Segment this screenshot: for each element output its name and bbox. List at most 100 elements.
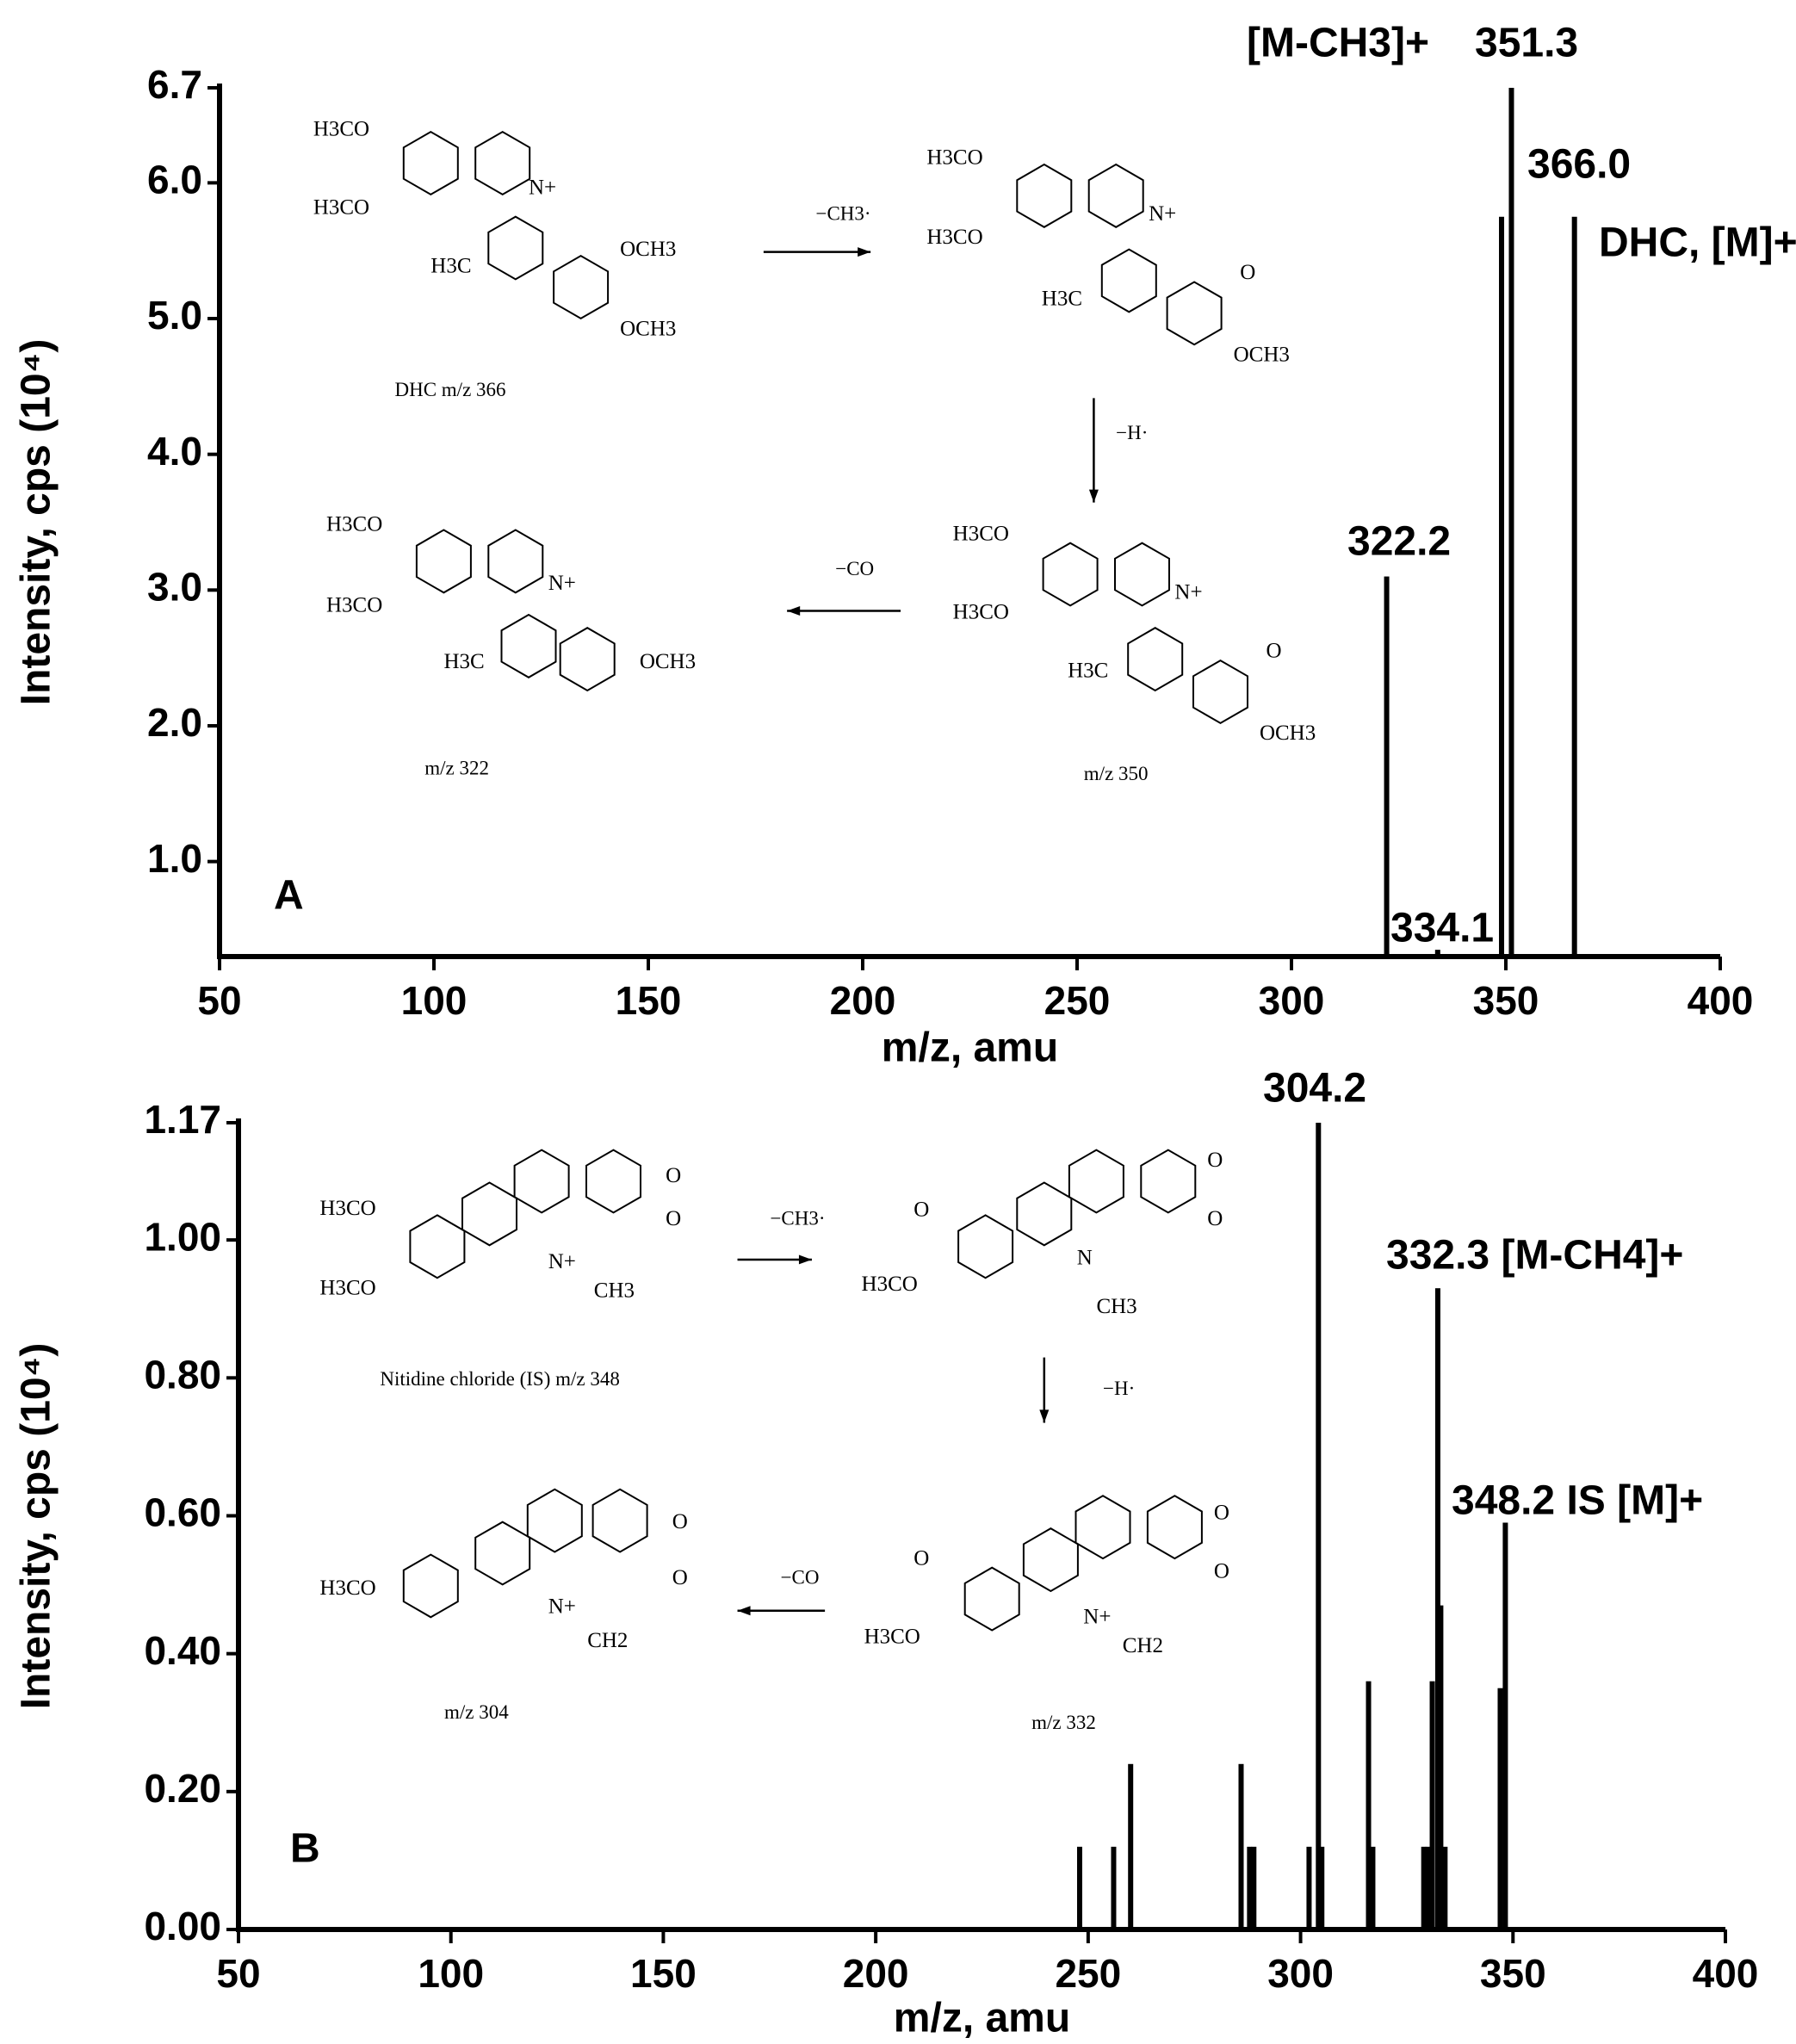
atom-label: H3C bbox=[443, 650, 484, 673]
arrow-head bbox=[1088, 489, 1099, 503]
peak-annotation: 334.1 bbox=[1390, 906, 1494, 951]
atom-label: H3CO bbox=[953, 522, 1009, 545]
ring bbox=[1146, 1495, 1203, 1560]
atom-label: O bbox=[1240, 261, 1255, 284]
ring bbox=[1075, 1495, 1131, 1560]
x-axis-title: m/z, amu bbox=[894, 1996, 1070, 2041]
atom-label: OCH3 bbox=[640, 650, 696, 673]
atom-label: H3CO bbox=[926, 146, 982, 170]
atom-label: N bbox=[1077, 1247, 1093, 1270]
peak bbox=[1319, 1846, 1325, 1929]
panel-label: B bbox=[290, 1826, 320, 1872]
peak bbox=[1508, 88, 1514, 957]
ring bbox=[1166, 281, 1223, 346]
peak bbox=[1497, 1688, 1503, 1929]
atom-label: O bbox=[672, 1510, 688, 1533]
x-tick-label: 50 bbox=[197, 978, 241, 1023]
atom-label: O bbox=[1214, 1560, 1229, 1583]
ring bbox=[591, 1488, 648, 1553]
x-tick-label: 350 bbox=[1473, 978, 1539, 1023]
y-tick-label: 3.0 bbox=[147, 564, 202, 609]
arrow-label: −CH3· bbox=[816, 202, 871, 224]
peak bbox=[1425, 1846, 1431, 1929]
arrow-head bbox=[858, 247, 871, 257]
x-tick-label: 100 bbox=[418, 1951, 484, 1996]
x-tick-label: 50 bbox=[216, 1951, 260, 1996]
peak bbox=[1384, 576, 1390, 957]
atom-label: H3CO bbox=[326, 594, 382, 617]
y-tick-label: 4.0 bbox=[147, 429, 202, 474]
ring bbox=[963, 1566, 1020, 1632]
y-tick-label: 1.0 bbox=[147, 836, 202, 881]
ring bbox=[500, 613, 557, 678]
atom-label: H3CO bbox=[953, 600, 1009, 623]
peak bbox=[1238, 1763, 1244, 1929]
y-tick-label: 2.0 bbox=[147, 700, 202, 745]
x-tick-label: 250 bbox=[1055, 1951, 1121, 1996]
y-axis-title: Intensity, cps (10⁴) bbox=[14, 1343, 59, 1710]
ring bbox=[1192, 659, 1248, 725]
atom-label: H3CO bbox=[313, 117, 369, 140]
ring bbox=[1016, 163, 1073, 228]
atom-label: O bbox=[913, 1546, 929, 1570]
x-tick-label: 150 bbox=[630, 1951, 697, 1996]
peak bbox=[1442, 1846, 1448, 1929]
ring bbox=[1127, 627, 1184, 692]
peak bbox=[1502, 1522, 1508, 1929]
x-tick-label: 300 bbox=[1259, 978, 1325, 1023]
x-tick-label: 350 bbox=[1480, 1951, 1546, 1996]
atom-label: O bbox=[666, 1207, 681, 1230]
ring bbox=[402, 1553, 459, 1619]
peak bbox=[1251, 1846, 1257, 1929]
arrow-label: −CH3· bbox=[770, 1208, 825, 1229]
x-tick-label: 200 bbox=[830, 978, 896, 1023]
atom-label: CH2 bbox=[587, 1629, 628, 1652]
y-tick-label: 1.17 bbox=[144, 1097, 221, 1142]
peak bbox=[1434, 1288, 1440, 1929]
atom-label: N+ bbox=[548, 1595, 576, 1618]
ring bbox=[1140, 1149, 1197, 1214]
ring bbox=[1114, 542, 1170, 607]
ring bbox=[1022, 1527, 1079, 1593]
y-tick-label: 0.20 bbox=[144, 1766, 221, 1811]
x-tick-label: 200 bbox=[843, 1951, 909, 1996]
atom-label: H3CO bbox=[319, 1576, 375, 1600]
peak bbox=[1421, 1846, 1427, 1929]
ring bbox=[957, 1214, 1014, 1279]
atom-label: OCH3 bbox=[1234, 344, 1290, 367]
peak bbox=[1499, 216, 1505, 957]
ring bbox=[409, 1214, 466, 1279]
x-tick-label: 150 bbox=[616, 978, 682, 1023]
panel-label: A bbox=[274, 873, 304, 919]
ring bbox=[553, 254, 610, 320]
ring bbox=[487, 529, 544, 594]
peak bbox=[1306, 1846, 1312, 1929]
atom-label: O bbox=[1207, 1207, 1223, 1230]
y-tick-label: 0.60 bbox=[144, 1490, 221, 1535]
x-axis-title: m/z, amu bbox=[882, 1025, 1058, 1071]
ring bbox=[1087, 163, 1144, 228]
structure-caption: m/z 332 bbox=[1031, 1712, 1096, 1733]
atom-label: N+ bbox=[548, 1250, 576, 1273]
atom-label: O bbox=[666, 1164, 681, 1187]
atom-label: O bbox=[672, 1566, 688, 1589]
ring bbox=[526, 1488, 583, 1553]
arrow-label: −CO bbox=[781, 1567, 820, 1589]
atom-label: CH2 bbox=[1123, 1634, 1163, 1657]
peak bbox=[1438, 1605, 1444, 1929]
ring bbox=[474, 130, 531, 196]
atom-label: H3CO bbox=[862, 1273, 918, 1296]
x-tick-label: 400 bbox=[1688, 978, 1754, 1023]
ring bbox=[415, 529, 472, 594]
atom-label: CH3 bbox=[594, 1279, 635, 1303]
peak bbox=[1434, 950, 1440, 957]
x-tick-label: 100 bbox=[401, 978, 468, 1023]
atom-label: H3C bbox=[1068, 659, 1108, 682]
peak-annotation: 304.2 bbox=[1263, 1066, 1366, 1112]
arrow-head bbox=[1039, 1409, 1050, 1423]
ring bbox=[1068, 1149, 1124, 1214]
y-tick-label: 0.80 bbox=[144, 1352, 221, 1397]
atom-label: N+ bbox=[1083, 1606, 1111, 1629]
peak-annotation: 348.2 IS [M]+ bbox=[1452, 1478, 1703, 1524]
